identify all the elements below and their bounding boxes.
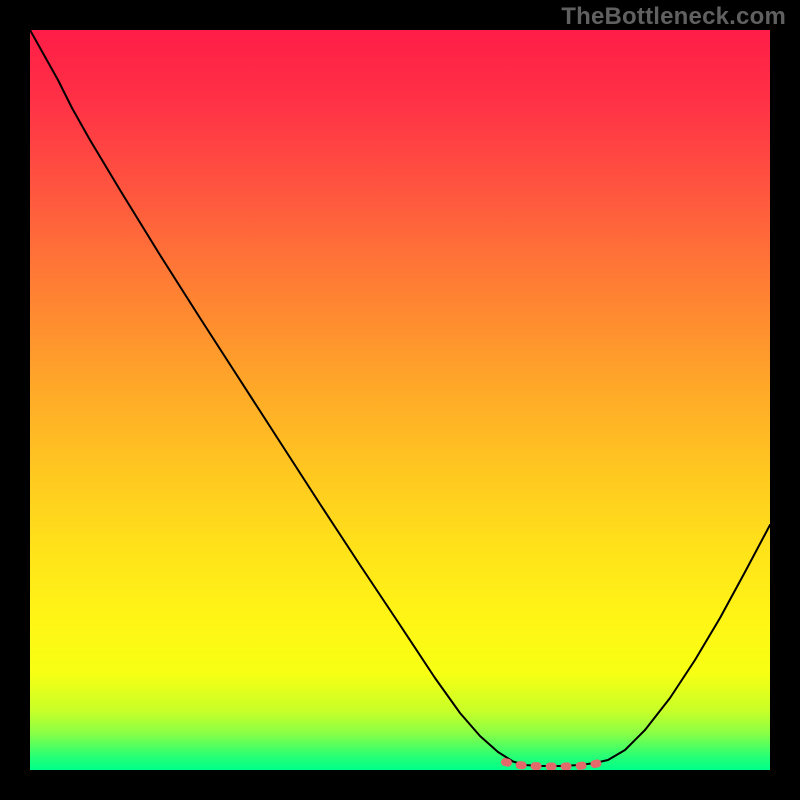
curve-polyline (30, 30, 770, 766)
bottleneck-curve (30, 30, 770, 770)
watermark-text: TheBottleneck.com (561, 3, 786, 31)
plot-area (30, 30, 770, 770)
chart-frame: TheBottleneck.com (0, 0, 800, 800)
